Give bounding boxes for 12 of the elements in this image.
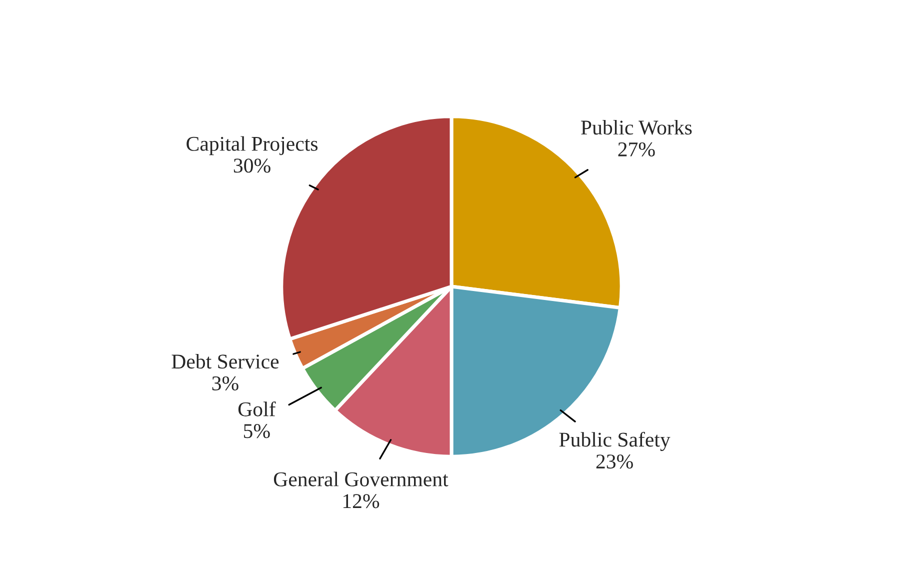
slice-label: Public Works [581, 120, 692, 135]
data-label: 23% [596, 454, 633, 469]
data-label: 30% [234, 158, 270, 173]
slice-label: Debt Service [172, 354, 279, 369]
data-label: 3% [212, 376, 238, 390]
data-label: 5% [244, 424, 270, 438]
slice-label: Capital Projects [186, 136, 318, 156]
slice-label: General Government [274, 472, 448, 486]
data-label: 27% [618, 142, 655, 156]
slice-label: Public Safety [559, 432, 670, 452]
data-label: 12% [343, 494, 380, 508]
slice-label: Golf [238, 401, 276, 416]
